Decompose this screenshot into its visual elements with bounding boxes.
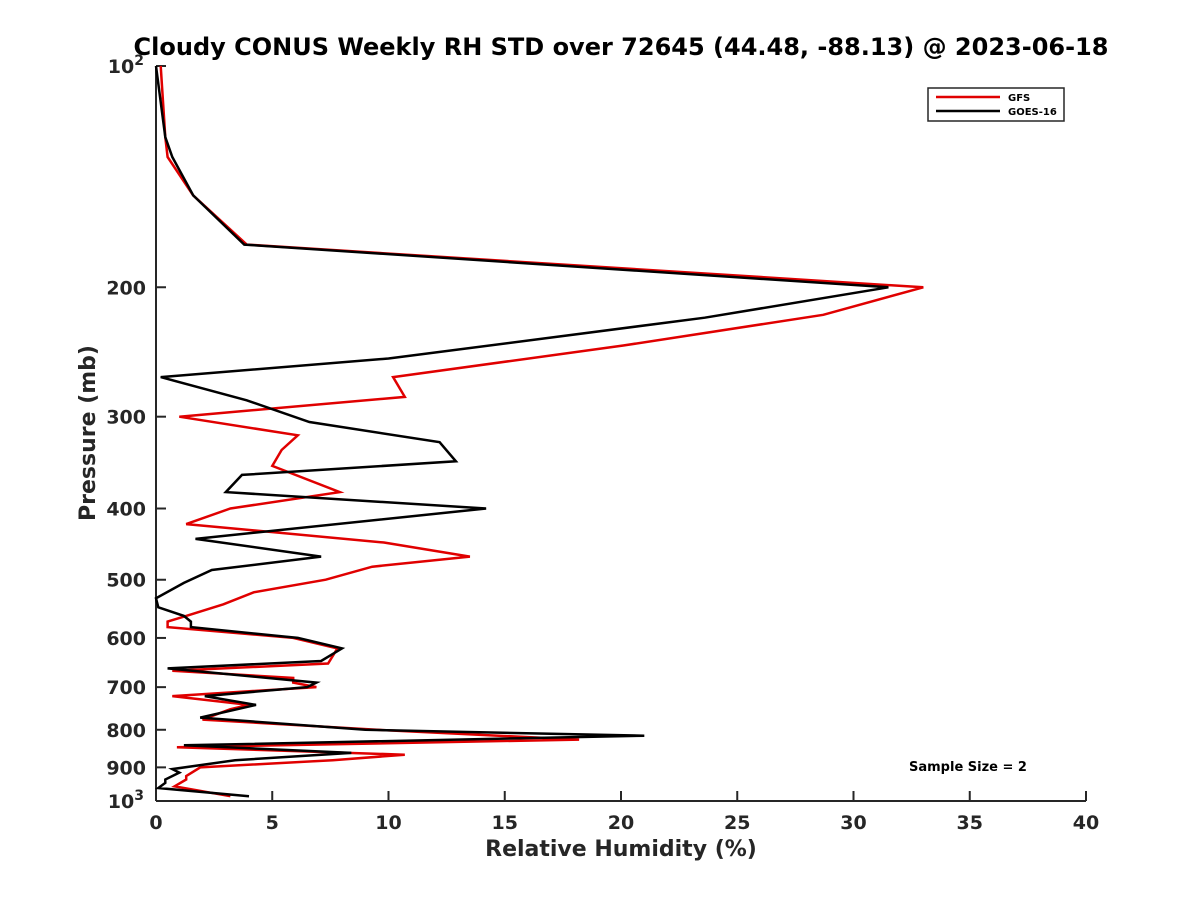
legend: GFS GOES-16: [927, 87, 1065, 122]
legend-label-gfs: GFS: [1008, 93, 1030, 104]
x-tick-label: 5: [266, 812, 279, 834]
y-tick-label: 500: [106, 570, 146, 592]
chart-title: Cloudy CONUS Weekly RH STD over 72645 (4…: [134, 33, 1109, 61]
legend-box: [927, 87, 1065, 122]
x-tick-label: 10: [375, 812, 401, 834]
x-tick-label: 0: [149, 812, 162, 834]
x-tick-label: 30: [840, 812, 866, 834]
y-axis-label: Pressure (mb): [76, 345, 101, 521]
x-ticks: 0 5 10 15 20 25 30 35 40: [149, 791, 1099, 834]
x-tick-label: 35: [957, 812, 983, 834]
x-tick-label: 20: [608, 812, 634, 834]
x-tick-label: 40: [1073, 812, 1099, 834]
legend-label-goes16: GOES-16: [1008, 107, 1057, 118]
y-tick-label: 800: [106, 720, 146, 742]
y-tick-label: 600: [106, 628, 146, 650]
y-tick-label: 103: [108, 788, 144, 813]
y-ticks: 102 200 300 400 500 600 700 800 900 103: [106, 53, 166, 813]
y-tick-label: 300: [106, 407, 146, 429]
series-group: [154, 65, 924, 798]
y-tick-label: 700: [106, 677, 146, 699]
y-tick-label: 900: [106, 757, 146, 779]
x-tick-label: 15: [492, 812, 518, 834]
x-axis-label: Relative Humidity (%): [485, 837, 757, 862]
x-tick-label: 25: [724, 812, 750, 834]
y-tick-label: 102: [108, 53, 144, 78]
y-tick-label: 400: [106, 499, 146, 521]
sample-size-annotation: Sample Size = 2: [909, 760, 1027, 775]
axes: [155, 66, 1086, 802]
y-tick-label: 200: [106, 277, 146, 299]
series-line-gfs: [159, 65, 924, 798]
series-line-goes16: [154, 65, 889, 798]
